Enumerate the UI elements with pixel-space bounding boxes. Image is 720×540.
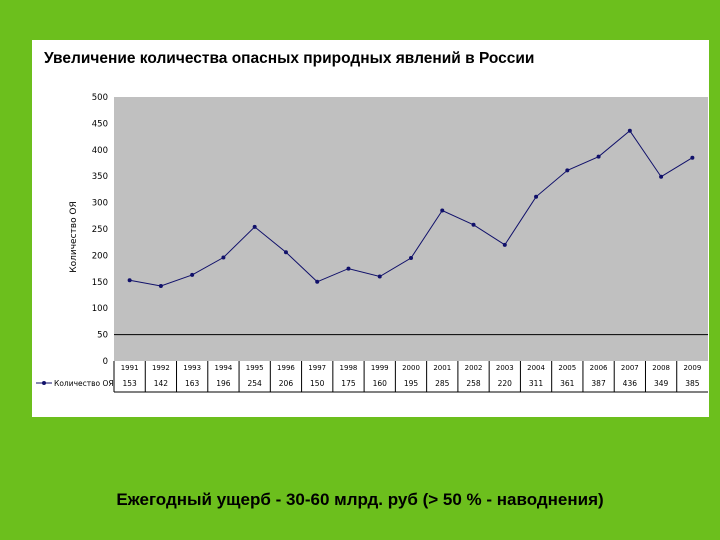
y-tick-label: 0 [103,357,108,367]
data-point [596,154,601,159]
x-tick-label: 2001 [433,364,451,372]
table-value: 254 [248,379,263,388]
y-tick-label: 300 [92,199,108,209]
data-point [315,279,320,284]
x-tick-label: 2003 [496,364,514,372]
y-tick-label: 500 [92,93,108,103]
y-tick-label: 200 [92,251,108,261]
data-point [471,222,476,227]
x-tick-label: 1995 [246,364,264,372]
table-value: 387 [591,379,606,388]
table-value: 258 [466,379,481,388]
table-value: 311 [529,379,544,388]
table-value: 220 [498,379,513,388]
y-tick-label: 250 [92,225,108,235]
data-point [377,274,382,279]
x-tick-label: 2007 [621,364,639,372]
table-value: 175 [341,379,356,388]
data-point [690,155,695,160]
y-tick-label: 450 [92,119,108,129]
table-value: 196 [216,379,231,388]
y-tick-label: 150 [92,278,108,288]
data-point [221,255,226,260]
x-tick-label: 2004 [527,364,545,372]
data-point [252,224,257,229]
data-point [158,284,163,289]
y-tick-label: 350 [92,172,108,182]
data-point [502,242,507,247]
x-tick-label: 1991 [121,364,139,372]
legend-marker [42,381,46,385]
table-value: 436 [623,379,638,388]
table-value: 163 [185,379,200,388]
y-tick-label: 100 [92,304,108,314]
x-tick-label: 2008 [652,364,670,372]
y-tick-label: 50 [97,331,108,341]
table-value: 206 [279,379,294,388]
x-tick-label: 2000 [402,364,420,372]
x-tick-label: 2009 [683,364,701,372]
y-axis-label: Количество ОЯ [69,201,79,273]
table-value: 361 [560,379,575,388]
data-point [659,174,664,179]
x-tick-label: 1994 [215,364,233,372]
table-value: 142 [154,379,169,388]
x-tick-label: 1997 [308,364,326,372]
x-tick-label: 1993 [183,364,201,372]
line-chart: 0 50 100 150 200 250 300 350 400 450 500 Количество… [36,93,708,393]
table-value: 285 [435,379,450,388]
x-tick-label: 1999 [371,364,389,372]
table-value: 349 [654,379,669,388]
data-point [565,168,570,173]
table-value: 160 [373,379,388,388]
legend-label: Количество ОЯ [54,379,114,388]
data-point [283,250,288,255]
y-tick-label: 400 [92,146,108,156]
x-tick-label: 2006 [590,364,608,372]
data-point [127,278,132,283]
x-tick-label: 1996 [277,364,295,372]
x-tick-label: 1998 [340,364,358,372]
chart-panel: Увеличение количества опасных природных … [32,40,709,417]
x-tick-label: 2002 [465,364,483,372]
damage-caption: Ежегодный ущерб - 30-60 млрд. руб (> 50 … [116,490,604,509]
data-point [346,266,351,271]
table-value: 153 [122,379,137,388]
data-point [190,272,195,277]
plot-area [114,97,708,361]
table-value: 385 [685,379,700,388]
chart-title: Увеличение количества опасных природных … [44,50,535,67]
data-point [409,256,413,261]
data-point [534,194,539,199]
x-tick-label: 2005 [558,364,576,372]
data-point [440,208,445,213]
table-value: 150 [310,379,325,388]
table-value: 195 [404,379,419,388]
data-point [627,128,632,133]
x-tick-label: 1992 [152,364,170,372]
